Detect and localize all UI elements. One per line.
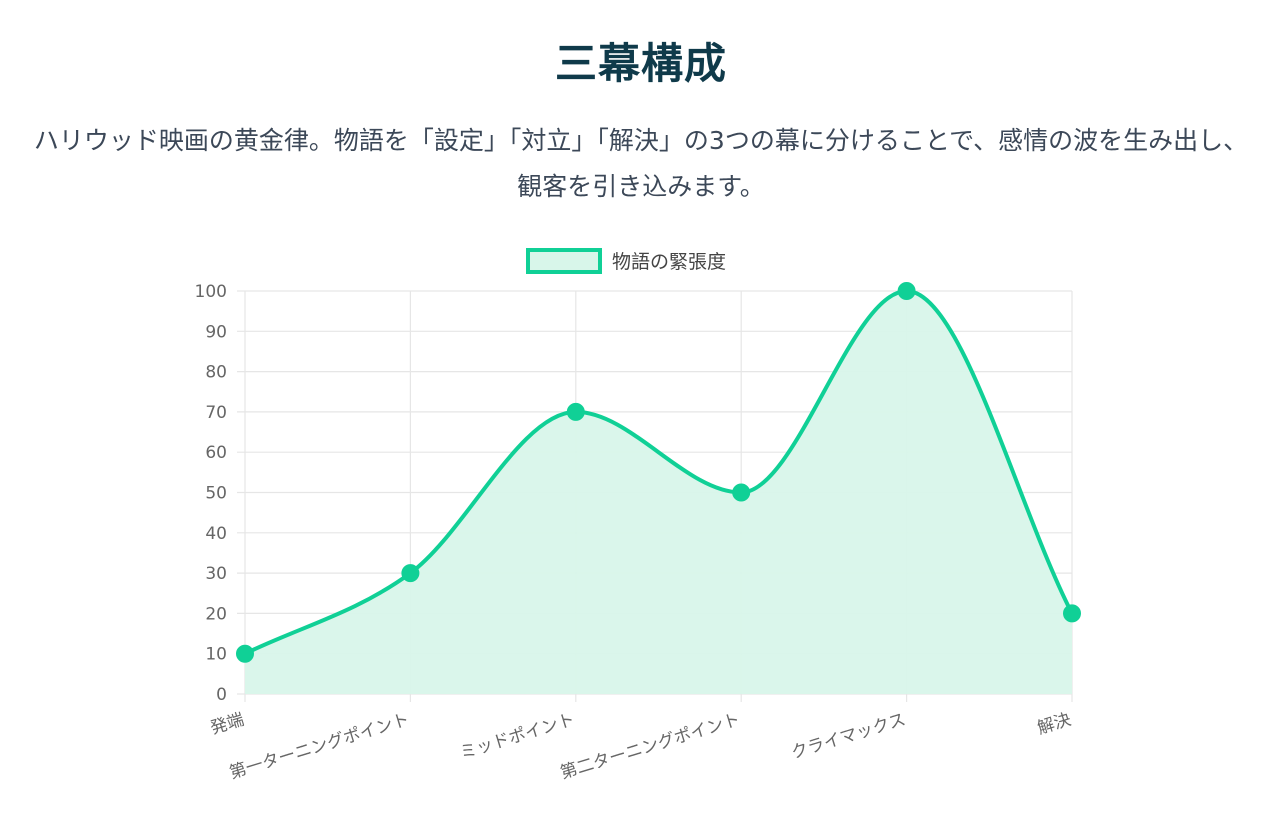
y-tick-label: 40 (205, 524, 227, 544)
tension-area (245, 291, 1072, 694)
legend-label: 物語の緊張度 (612, 251, 726, 273)
data-point[interactable] (732, 483, 751, 502)
data-point[interactable] (236, 644, 254, 663)
x-tick-label: 第二ターニングポイント (558, 710, 743, 784)
y-tick-label: 0 (216, 685, 227, 705)
x-tick-label: 解決 (1035, 710, 1073, 739)
y-tick-label: 100 (195, 282, 227, 302)
x-tick-label: 第一ターニングポイント (227, 710, 412, 784)
y-tick-label: 70 (205, 403, 227, 423)
y-tick-label: 30 (205, 564, 227, 584)
y-tick-label: 20 (205, 604, 227, 624)
chart-legend[interactable]: 物語の緊張度 (526, 248, 726, 274)
x-tick-label: ミッドポイント (458, 710, 578, 764)
x-tick-label: 発端 (208, 710, 246, 739)
x-tick-label: クライマックス (789, 710, 908, 764)
data-point[interactable] (1063, 604, 1081, 623)
page-description: ハリウッド映画の黄金律。物語を「設定」「対立」「解決」の3つの幕に分けることで、… (33, 126, 1249, 201)
data-point[interactable] (897, 282, 916, 300)
page-title: 三幕構成 (554, 39, 727, 88)
y-tick-label: 80 (205, 363, 227, 383)
data-point[interactable] (401, 564, 420, 583)
y-tick-label: 90 (205, 322, 227, 342)
y-tick-label: 10 (205, 645, 227, 665)
legend-swatch (526, 248, 602, 274)
y-tick-label: 50 (205, 484, 227, 504)
data-point[interactable] (566, 402, 585, 421)
y-tick-label: 60 (205, 443, 227, 463)
